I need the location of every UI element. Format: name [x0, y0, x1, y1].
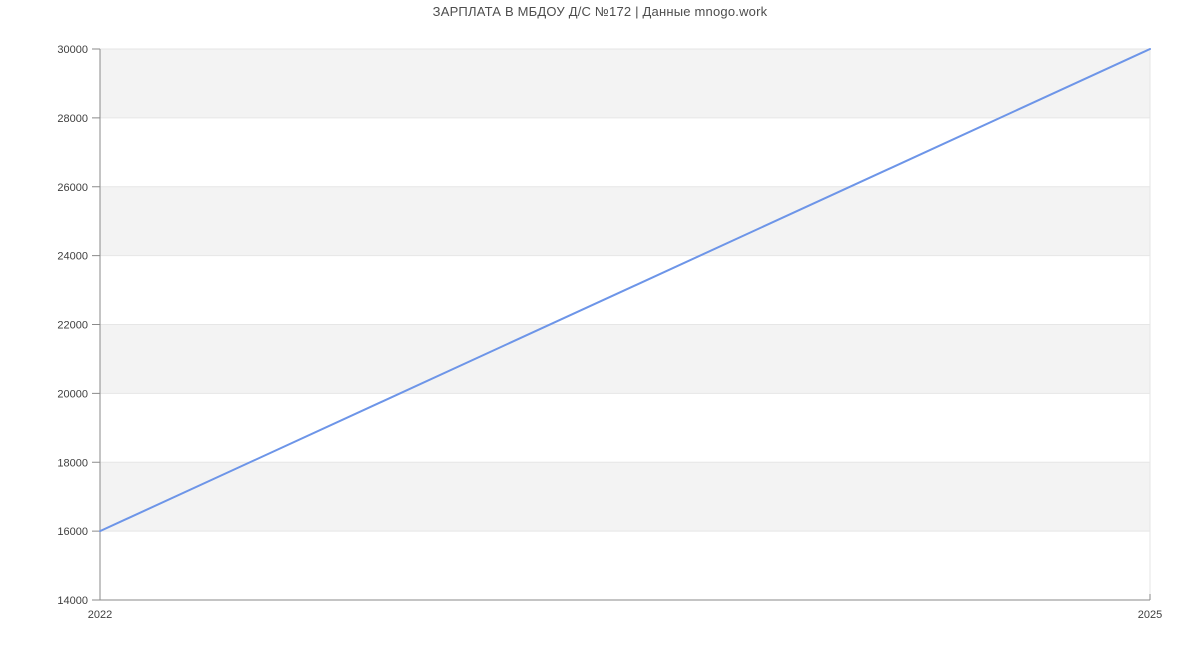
- y-tick-label: 20000: [57, 388, 88, 400]
- alternate-band: [100, 462, 1150, 532]
- y-tick-label: 28000: [57, 113, 88, 125]
- chart-title: ЗАРПЛАТА В МБДОУ Д/С №172 | Данные mnogo…: [432, 4, 768, 19]
- y-tick-label: 18000: [57, 457, 88, 469]
- alternate-band: [100, 186, 1150, 256]
- alternate-band: [100, 49, 1150, 118]
- x-tick-label: 2022: [88, 609, 112, 621]
- y-tick-label: 22000: [57, 320, 88, 332]
- y-tick-label: 24000: [57, 251, 88, 263]
- y-tick-label: 26000: [57, 182, 88, 194]
- y-tick-label: 16000: [57, 526, 88, 538]
- alternate-band: [100, 324, 1150, 394]
- x-tick-label: 2025: [1138, 609, 1162, 621]
- series-line: [99, 48, 1151, 533]
- y-tick-label: 14000: [57, 595, 88, 607]
- y-tick-label: 30000: [57, 44, 88, 56]
